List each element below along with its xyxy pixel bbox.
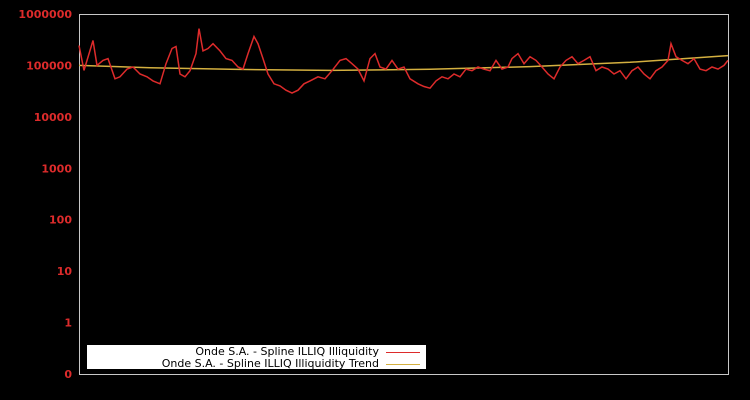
y-tick-label: 1000000 [18, 8, 72, 21]
y-tick-label: 0 [64, 368, 72, 381]
y-tick-label: 1 [64, 317, 72, 330]
legend-label: Onde S.A. - Spline ILLIQ Illiquidity [195, 345, 379, 358]
legend-swatch-red [386, 351, 420, 353]
y-tick-label: 10 [57, 265, 73, 278]
y-tick-label: 1000 [41, 162, 72, 175]
legend-item-illiquidity: Onde S.A. - Spline ILLIQ Illiquidity [195, 346, 426, 358]
y-tick-label: 10000 [34, 111, 73, 124]
trend-line-series [78, 54, 729, 72]
legend-label: Onde S.A. - Spline ILLIQ Illiquidity Tre… [161, 357, 379, 370]
illiquidity-line-series [78, 28, 729, 94]
chart-legend: Onde S.A. - Spline ILLIQ Illiquidity Ond… [87, 345, 426, 370]
y-tick-label: 100 [49, 214, 72, 227]
legend-swatch-yellow [386, 363, 420, 365]
plot-area-frame [79, 14, 729, 375]
y-tick-label: 100000 [26, 59, 72, 72]
legend-item-trend: Onde S.A. - Spline ILLIQ Illiquidity Tre… [162, 358, 426, 370]
